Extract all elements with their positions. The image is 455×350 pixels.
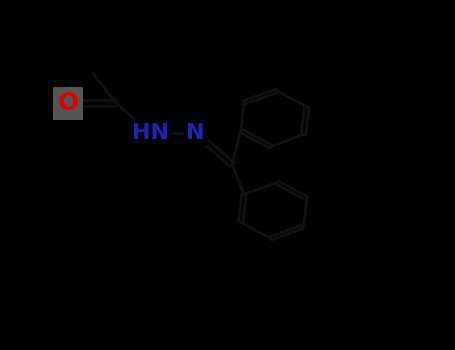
- Text: O: O: [58, 91, 79, 115]
- Text: HN: HN: [131, 123, 169, 143]
- Text: N: N: [187, 123, 205, 143]
